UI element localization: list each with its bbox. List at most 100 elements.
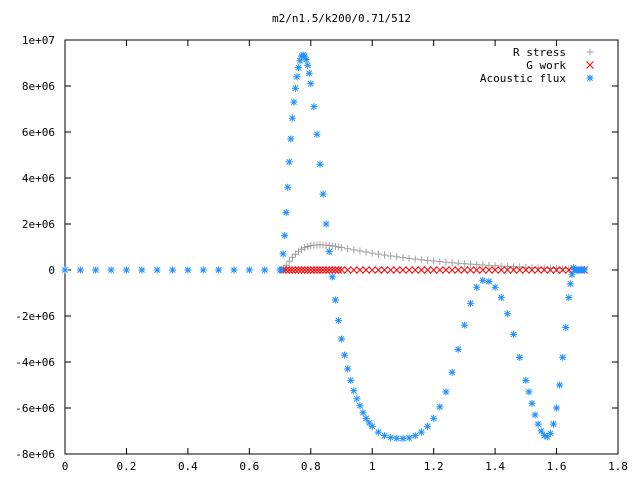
data-point bbox=[285, 257, 293, 265]
data-point bbox=[230, 266, 238, 274]
y-tick-label: 1e+07 bbox=[22, 34, 55, 47]
data-point bbox=[417, 266, 426, 274]
data-point bbox=[107, 266, 115, 274]
data-point bbox=[199, 266, 207, 274]
data-point bbox=[381, 251, 389, 259]
y-tick-label: -2e+06 bbox=[15, 310, 55, 323]
data-point bbox=[344, 245, 352, 253]
data-point bbox=[293, 73, 301, 81]
series-acoustic-flux bbox=[61, 51, 588, 443]
data-point bbox=[368, 249, 376, 257]
data-point bbox=[405, 254, 413, 262]
chart-title: m2/n1.5/k200/0.71/512 bbox=[272, 12, 411, 25]
x-tick-label: 1 bbox=[369, 460, 376, 473]
data-point bbox=[553, 264, 561, 272]
data-point bbox=[448, 368, 456, 376]
data-point bbox=[497, 266, 506, 274]
data-point bbox=[436, 258, 444, 266]
data-point bbox=[509, 266, 518, 274]
data-point bbox=[322, 220, 330, 228]
data-point bbox=[325, 266, 334, 274]
data-point bbox=[531, 411, 539, 419]
data-point bbox=[306, 266, 315, 274]
data-point bbox=[294, 64, 302, 72]
data-point bbox=[300, 266, 309, 274]
data-point bbox=[454, 266, 463, 274]
data-point bbox=[485, 261, 493, 269]
data-point bbox=[546, 429, 554, 437]
data-point bbox=[285, 266, 294, 274]
data-point bbox=[387, 433, 395, 441]
data-point bbox=[503, 262, 511, 270]
plot-frame bbox=[64, 39, 619, 455]
data-point bbox=[305, 69, 313, 77]
data-point bbox=[460, 260, 468, 268]
data-point bbox=[552, 266, 561, 274]
data-point bbox=[556, 381, 564, 389]
data-point bbox=[442, 258, 450, 266]
data-point bbox=[417, 256, 425, 264]
data-point bbox=[309, 266, 318, 274]
data-point bbox=[301, 244, 309, 252]
data-point bbox=[362, 266, 370, 274]
data-point bbox=[304, 61, 312, 69]
data-point bbox=[534, 266, 542, 274]
data-point bbox=[288, 114, 296, 122]
data-point bbox=[497, 262, 505, 270]
data-point bbox=[503, 266, 512, 274]
x-tick-label: 1.2 bbox=[424, 460, 444, 473]
data-point bbox=[334, 266, 343, 274]
legend-marker bbox=[586, 61, 594, 69]
data-point bbox=[287, 135, 295, 143]
data-point bbox=[281, 232, 289, 239]
data-point bbox=[393, 434, 401, 442]
data-point bbox=[245, 266, 253, 274]
data-point bbox=[467, 299, 475, 307]
data-point bbox=[61, 266, 69, 274]
series-r-stress bbox=[279, 241, 588, 274]
legend-marker bbox=[586, 48, 594, 56]
data-point bbox=[279, 250, 287, 258]
data-point bbox=[319, 190, 327, 198]
data-point bbox=[331, 242, 339, 250]
data-point bbox=[562, 324, 570, 331]
data-point bbox=[491, 283, 499, 291]
data-point bbox=[479, 276, 487, 284]
data-point bbox=[284, 183, 292, 191]
data-point bbox=[559, 353, 567, 361]
data-point bbox=[479, 261, 487, 269]
data-point bbox=[374, 428, 382, 436]
data-point bbox=[92, 266, 100, 274]
data-point bbox=[430, 414, 438, 422]
data-point bbox=[580, 266, 588, 274]
data-point bbox=[503, 310, 511, 318]
data-point bbox=[302, 56, 310, 64]
data-point bbox=[353, 395, 361, 403]
data-point bbox=[282, 261, 290, 269]
data-point bbox=[521, 266, 530, 274]
data-point bbox=[282, 209, 290, 216]
legend-marker bbox=[586, 74, 594, 82]
data-point bbox=[380, 266, 389, 274]
y-tick-label: -4e+06 bbox=[15, 356, 55, 369]
x-tick-label: 1.4 bbox=[485, 460, 505, 473]
x-tick-label: 1.8 bbox=[608, 460, 628, 473]
data-point bbox=[288, 266, 297, 274]
y-tick-label: 4e+06 bbox=[22, 172, 55, 185]
x-tick-label: 0.6 bbox=[239, 460, 259, 473]
data-point bbox=[485, 278, 493, 285]
data-point bbox=[411, 266, 420, 274]
y-axis: -8e+06 -6e+06 -4e+06 -2e+06 0 2e+06 4e+06 6e+06… bbox=[15, 34, 618, 461]
data-point bbox=[313, 130, 321, 138]
data-point bbox=[344, 365, 352, 373]
data-point bbox=[374, 250, 382, 258]
data-point bbox=[436, 403, 444, 411]
data-point bbox=[546, 266, 555, 274]
data-point bbox=[322, 266, 330, 274]
data-point bbox=[122, 266, 130, 274]
data-point bbox=[338, 335, 345, 343]
legend-label: Acoustic flux bbox=[480, 72, 566, 85]
